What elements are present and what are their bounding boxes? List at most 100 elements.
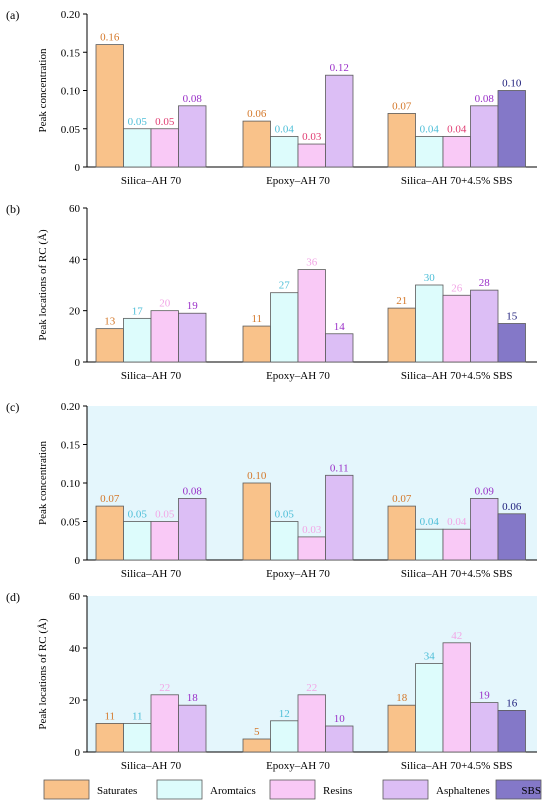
data-label-c-resins-1: 0.05 <box>155 509 175 521</box>
y-tick-label-b-0: 0 <box>75 357 81 369</box>
y-axis-title-d: Peak locations of RC (Å) <box>37 618 49 730</box>
data-label-c-asphaltenes-1: 0.08 <box>183 485 203 497</box>
y-tick-label-a-0-20: 0.20 <box>61 9 81 21</box>
bar-b-asphaltenes-2 <box>325 333 354 363</box>
data-label-c-aromtaics-3: 0.04 <box>420 516 440 528</box>
bar-c-saturates-1 <box>95 505 124 561</box>
bar-b-saturates-1 <box>95 328 124 363</box>
bar-d-resins-2 <box>297 694 326 753</box>
data-label-c-saturates-3: 0.07 <box>392 493 412 505</box>
y-tick-label-b-40: 40 <box>69 254 81 266</box>
bar-c-aromtaics-1 <box>123 521 152 561</box>
bar-d-asphaltenes-1 <box>178 704 207 753</box>
data-label-b-sbs-3: 15 <box>506 311 518 323</box>
x-tick-label-b-3: Silica–AH 70+4.5% SBS <box>401 370 513 382</box>
legend-label-resins: Resins <box>323 785 352 797</box>
y-tick-label-b-20: 20 <box>69 306 81 318</box>
data-label-d-saturates-2: 5 <box>254 726 260 738</box>
bar-c-saturates-3 <box>387 505 416 561</box>
bar-d-saturates-3 <box>387 704 416 753</box>
data-label-d-sbs-3: 16 <box>506 697 518 709</box>
data-label-b-saturates-2: 11 <box>251 313 262 325</box>
data-label-a-saturates-3: 0.07 <box>392 100 412 112</box>
x-tick-label-c-2: Epoxy–AH 70 <box>266 568 330 580</box>
data-label-c-asphaltenes-3: 0.09 <box>475 485 495 497</box>
data-label-c-sbs-3: 0.06 <box>502 501 522 513</box>
y-tick-label-c-0: 0 <box>75 555 81 567</box>
bar-d-resins-3 <box>442 642 471 753</box>
bar-a-aromtaics-2 <box>270 135 299 168</box>
data-label-c-resins-2: 0.03 <box>302 524 322 536</box>
data-label-a-asphaltenes-1: 0.08 <box>183 93 203 105</box>
legend-swatch-saturates <box>43 779 90 800</box>
bar-d-aromtaics-1 <box>123 723 152 753</box>
bar-a-aromtaics-1 <box>123 128 152 168</box>
bar-a-asphaltenes-3 <box>470 105 499 168</box>
data-label-a-aromtaics-3: 0.04 <box>420 123 440 135</box>
data-label-a-resins-3: 0.04 <box>447 123 467 135</box>
data-label-d-asphaltenes-1: 18 <box>187 692 199 704</box>
bar-c-asphaltenes-2 <box>325 474 354 561</box>
data-label-d-asphaltenes-2: 10 <box>334 713 346 725</box>
bar-a-resins-3 <box>442 135 471 168</box>
bar-a-sbs-3 <box>497 90 526 168</box>
data-label-b-saturates-3: 21 <box>396 295 407 307</box>
bar-d-saturates-1 <box>95 723 124 753</box>
x-tick-label-d-2: Epoxy–AH 70 <box>266 760 330 772</box>
bar-d-sbs-3 <box>497 710 526 753</box>
bar-b-saturates-2 <box>242 325 271 363</box>
bar-c-aromtaics-2 <box>270 521 299 561</box>
x-tick-label-c-1: Silica–AH 70 <box>121 568 182 580</box>
data-label-a-aromtaics-1: 0.05 <box>128 116 148 128</box>
data-label-a-saturates-1: 0.16 <box>100 32 120 44</box>
data-label-c-resins-3: 0.04 <box>447 516 467 528</box>
bar-b-asphaltenes-3 <box>470 289 499 363</box>
y-tick-label-a-0-15: 0.15 <box>61 47 81 59</box>
legend-label-aromtaics: Aromtaics <box>210 785 256 797</box>
x-tick-label-a-2: Epoxy–AH 70 <box>266 175 330 187</box>
legend-swatch-resins <box>269 779 316 800</box>
data-label-c-saturates-1: 0.07 <box>100 493 120 505</box>
bar-d-asphaltenes-2 <box>325 725 354 753</box>
bar-a-saturates-2 <box>242 120 271 168</box>
bar-c-resins-1 <box>150 521 179 561</box>
bar-d-saturates-2 <box>242 738 271 753</box>
bar-c-aromtaics-3 <box>415 528 444 561</box>
bar-c-asphaltenes-3 <box>470 497 499 561</box>
bar-b-resins-2 <box>297 269 326 363</box>
panel-label-a: (a) <box>6 8 19 22</box>
bar-b-sbs-3 <box>497 323 526 363</box>
bar-c-saturates-2 <box>242 482 271 561</box>
y-tick-label-a-0-10: 0.10 <box>61 86 81 98</box>
y-tick-label-d-20: 20 <box>69 695 81 707</box>
data-label-d-resins-2: 22 <box>306 682 317 694</box>
data-label-b-asphaltenes-2: 14 <box>334 321 346 333</box>
data-label-d-aromtaics-2: 12 <box>279 708 290 720</box>
x-tick-label-b-2: Epoxy–AH 70 <box>266 370 330 382</box>
data-label-b-resins-2: 36 <box>306 257 318 269</box>
legend-label-asphaltenes: Asphaltenes <box>436 785 490 797</box>
x-tick-label-a-3: Silica–AH 70+4.5% SBS <box>401 175 513 187</box>
bar-a-resins-2 <box>297 143 326 168</box>
y-tick-label-a-0: 0 <box>75 162 81 174</box>
data-label-d-asphaltenes-3: 19 <box>479 690 491 702</box>
data-label-d-saturates-1: 11 <box>104 710 115 722</box>
panel-label-d: (d) <box>6 590 20 604</box>
legend-label-saturates: Saturates <box>97 785 137 797</box>
y-tick-label-d-40: 40 <box>69 643 81 655</box>
data-label-d-resins-3: 42 <box>451 630 462 642</box>
data-label-b-resins-1: 20 <box>159 298 171 310</box>
data-label-a-resins-2: 0.03 <box>302 131 322 143</box>
bar-b-resins-1 <box>150 310 179 363</box>
bar-c-asphaltenes-1 <box>178 497 207 561</box>
x-tick-label-d-1: Silica–AH 70 <box>121 760 182 772</box>
data-label-b-saturates-1: 13 <box>104 316 116 328</box>
bar-b-aromtaics-2 <box>270 292 299 363</box>
bar-a-saturates-1 <box>95 44 124 168</box>
y-axis-title-b: Peak locations of RC (Å) <box>37 229 49 341</box>
y-tick-label-d-0: 0 <box>75 747 81 759</box>
bar-b-aromtaics-1 <box>123 317 152 363</box>
bar-c-sbs-3 <box>497 513 526 561</box>
data-label-a-sbs-3: 0.10 <box>502 78 522 90</box>
